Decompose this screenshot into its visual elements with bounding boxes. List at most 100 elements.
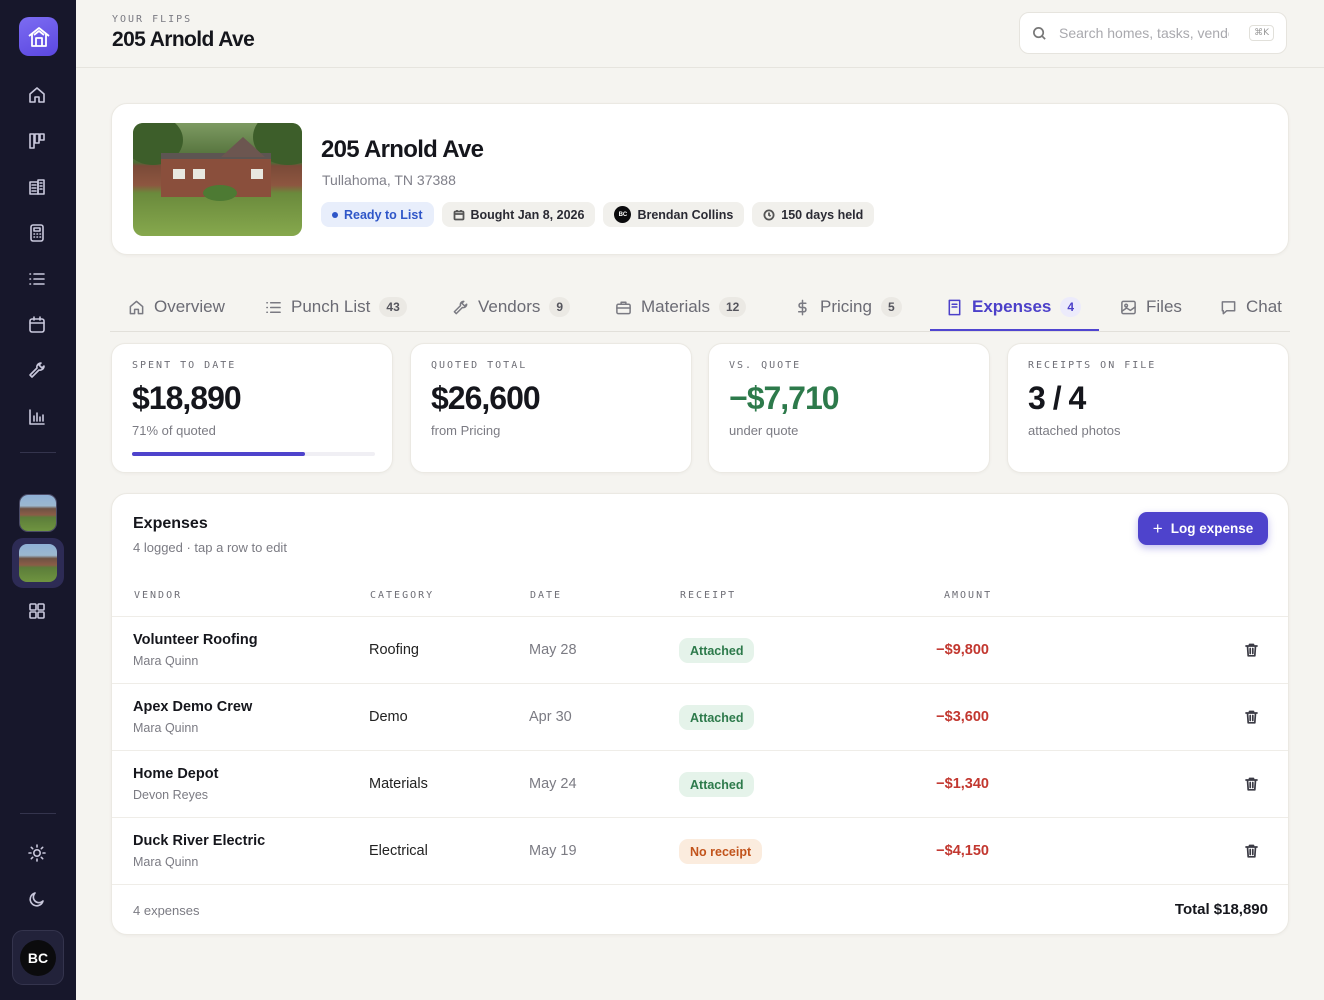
expenses-card: Expenses 4 logged · tap a row to edit + … (111, 493, 1289, 935)
tab-expenses[interactable]: Expenses 4 (946, 283, 1082, 331)
expense-amount: −$3,600 (936, 709, 989, 725)
board-icon[interactable] (24, 128, 50, 154)
list-icon[interactable] (24, 266, 50, 292)
vendor-contact: Mara Quinn (133, 855, 199, 869)
search-box[interactable]: ⌘K (1019, 12, 1287, 54)
column-header-date[interactable]: DATE (530, 590, 563, 601)
tab-punch-list[interactable]: Punch List 43 (265, 283, 407, 331)
table-row[interactable]: Apex Demo Crew Mara Quinn Demo Apr 30 Attach… (112, 683, 1288, 750)
search-input[interactable] (1059, 25, 1229, 41)
stat-subtext: from Pricing (431, 423, 501, 438)
table-row[interactable]: Duck River Electric Mara Quinn Electrical M… (112, 817, 1288, 884)
expense-amount: −$4,150 (936, 843, 989, 859)
property-photo[interactable] (133, 123, 302, 236)
breadcrumb[interactable]: YOUR FLIPS (112, 14, 193, 25)
shortcut-badge: ⌘K (1249, 25, 1274, 41)
tab-files[interactable]: Files (1120, 283, 1182, 331)
section-subtitle: 4 logged · tap a row to edit (133, 540, 287, 555)
sidebar-divider (20, 813, 56, 814)
calendar-icon[interactable] (24, 312, 50, 338)
status-dot-icon (332, 211, 338, 218)
tab-count: 5 (880, 297, 902, 317)
stat-label: SPENT TO DATE (132, 360, 237, 371)
app-logo-icon[interactable] (19, 17, 58, 56)
expense-count: 4 expenses (133, 903, 200, 918)
stat-vs-quote: VS. QUOTE −$7,710 under quote (708, 343, 990, 473)
tab-label: Materials (641, 297, 710, 316)
page-title: 205 Arnold Ave (112, 28, 255, 51)
home-icon[interactable] (24, 82, 50, 108)
tab-overview[interactable]: Overview (128, 283, 225, 331)
house-thumbnail-2[interactable] (12, 538, 64, 588)
stat-value: 3 / 4 (1028, 380, 1086, 416)
chat-icon (1221, 300, 1236, 314)
receipt-badge[interactable]: No receipt (679, 839, 763, 864)
stat-spent-to-date: SPENT TO DATE $18,890 71% of quoted (111, 343, 393, 473)
stat-subtext: 71% of quoted (132, 423, 216, 438)
column-header-category[interactable]: CATEGORY (370, 590, 435, 601)
property-name: 205 Arnold Ave (321, 136, 484, 163)
tab-bar: Overview Punch List 43 Vendors 9 Materia… (110, 283, 1290, 332)
user-menu[interactable]: BC (12, 930, 64, 985)
trash-icon[interactable] (1243, 842, 1259, 860)
tab-pricing[interactable]: Pricing 5 (794, 283, 902, 331)
wrench-icon[interactable] (24, 357, 50, 383)
search-icon (1033, 26, 1046, 40)
property-chips: Ready to List Bought Jan 8, 2026 BC Bren… (321, 202, 875, 227)
receipt-badge[interactable]: Attached (679, 705, 755, 730)
vendor-name: Volunteer Roofing (133, 632, 258, 648)
receipt-badge[interactable]: Attached (679, 772, 755, 797)
owner-chip[interactable]: BC Brendan Collins (603, 202, 745, 227)
table-row[interactable]: Volunteer Roofing Mara Quinn Roofing May 28… (112, 616, 1288, 683)
tab-label: Pricing (820, 297, 872, 316)
vendor-contact: Mara Quinn (133, 654, 199, 668)
stat-subtext: under quote (729, 423, 799, 438)
top-bar: YOUR FLIPS 205 Arnold Ave ⌘K (76, 0, 1324, 68)
spent-progress-bar (132, 452, 375, 456)
expense-total: Total $18,890 (1174, 901, 1268, 918)
stat-receipts-on-file: RECEIPTS ON FILE 3 / 4 attached photos (1007, 343, 1289, 473)
receipt-icon (948, 299, 961, 315)
days-held: 150 days held (781, 207, 864, 222)
image-icon (1121, 300, 1136, 314)
tab-label: Expenses (972, 297, 1052, 316)
trash-icon[interactable] (1243, 708, 1259, 726)
expense-category: Roofing (369, 642, 419, 658)
tab-materials[interactable]: Materials 12 (615, 283, 747, 331)
list-icon (266, 301, 281, 313)
log-expense-button[interactable]: + Log expense (1138, 512, 1268, 545)
building-icon[interactable] (24, 174, 50, 200)
tab-count: 4 (1060, 297, 1082, 317)
tab-vendors[interactable]: Vendors 9 (452, 283, 571, 331)
tab-label: Punch List (291, 297, 371, 316)
house-thumbnail-1[interactable] (19, 494, 57, 532)
owner-name: Brendan Collins (637, 207, 734, 222)
moon-icon[interactable] (24, 886, 50, 912)
column-header-vendor[interactable]: VENDOR (134, 590, 183, 601)
sidebar: BC (0, 0, 76, 1000)
owner-avatar: BC (614, 206, 632, 223)
table-row[interactable]: Home Depot Devon Reyes Materials May 24 Atta… (112, 750, 1288, 817)
expense-category: Electrical (369, 843, 428, 859)
tab-count: 12 (718, 297, 747, 317)
calculator-icon[interactable] (24, 220, 50, 246)
sun-icon[interactable] (24, 840, 50, 866)
status-badge[interactable]: Ready to List (321, 202, 434, 227)
vendor-name: Apex Demo Crew (133, 699, 253, 715)
stat-label: RECEIPTS ON FILE (1028, 360, 1157, 371)
column-header-amount[interactable]: AMOUNT (944, 590, 993, 601)
wrench-icon (453, 300, 468, 314)
column-header-receipt[interactable]: RECEIPT (680, 590, 737, 601)
expense-date: Apr 30 (529, 709, 572, 725)
receipt-badge[interactable]: Attached (679, 638, 755, 663)
chart-icon[interactable] (24, 404, 50, 430)
trash-icon[interactable] (1243, 641, 1259, 659)
trash-icon[interactable] (1243, 775, 1259, 793)
grid-icon[interactable] (24, 598, 50, 624)
tab-chat[interactable]: Chat (1220, 283, 1282, 331)
sidebar-divider (20, 452, 56, 453)
stat-quoted-total: QUOTED TOTAL $26,600 from Pricing (410, 343, 692, 473)
stat-label: QUOTED TOTAL (431, 360, 528, 371)
calendar-icon (453, 209, 464, 220)
button-label: Log expense (1170, 521, 1254, 536)
